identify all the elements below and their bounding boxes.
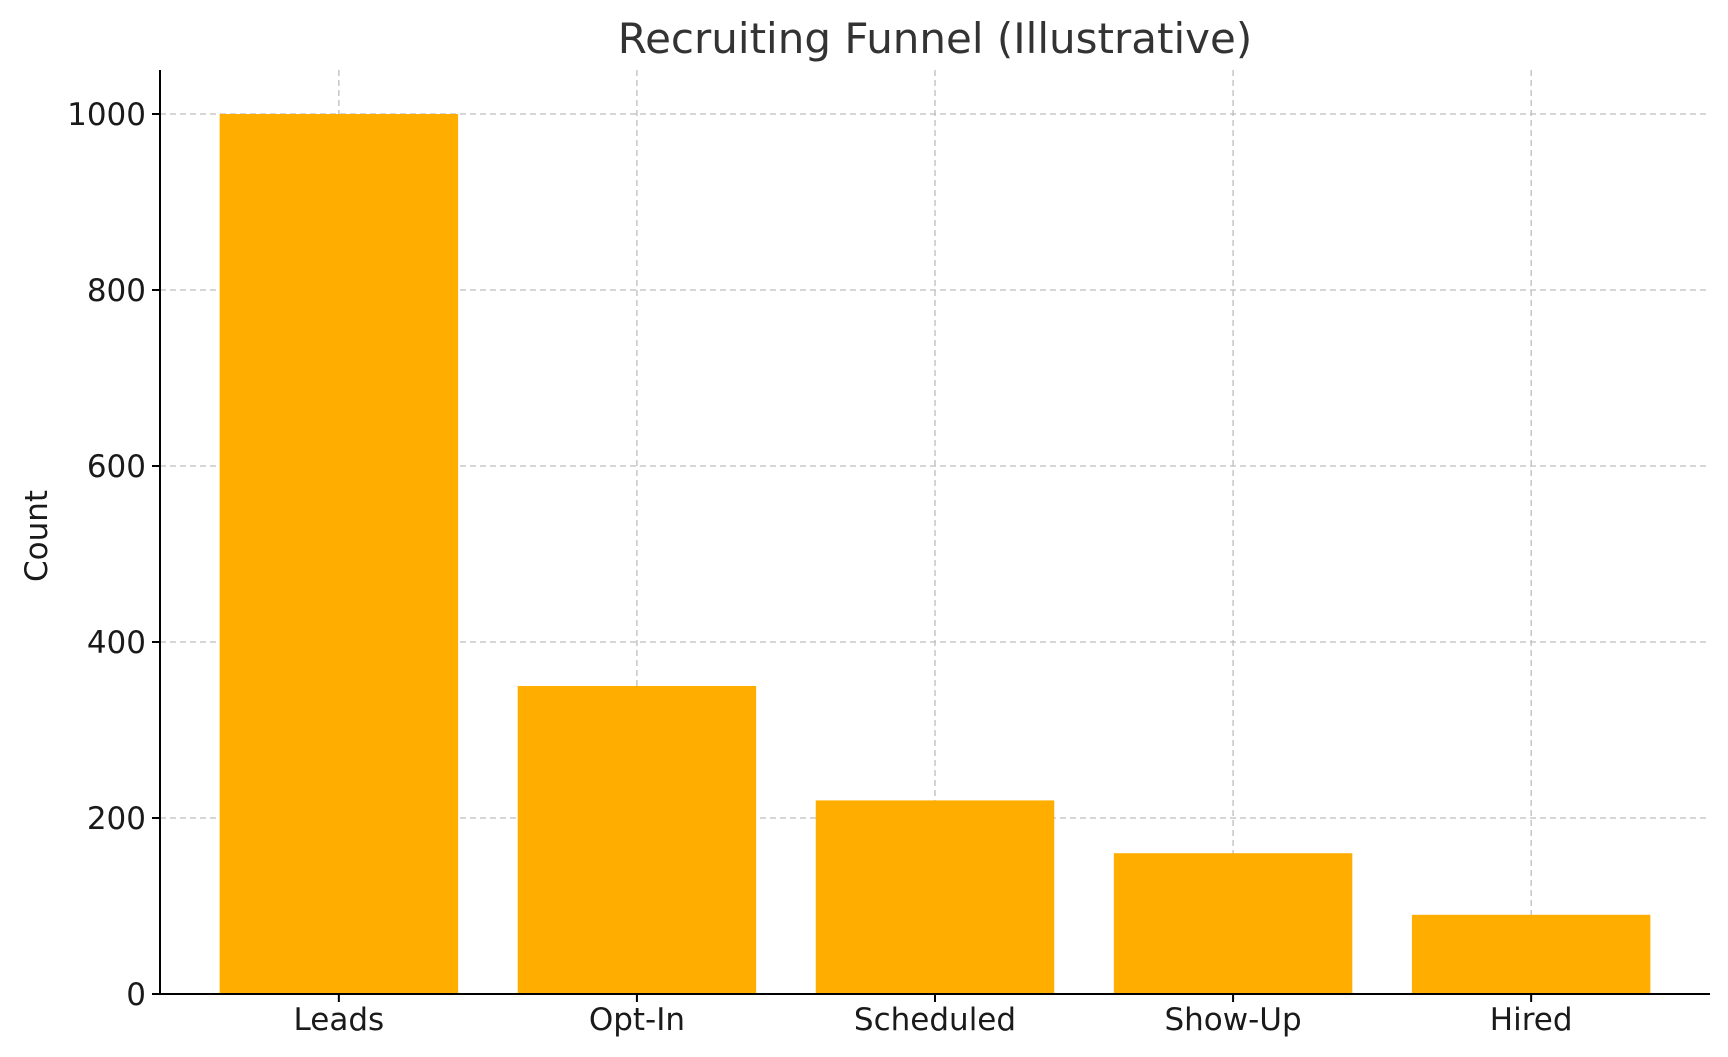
bar-leads bbox=[219, 114, 459, 994]
y-tick-label: 0 bbox=[126, 977, 146, 1013]
axes bbox=[152, 70, 1710, 1002]
bar-show-up bbox=[1113, 853, 1353, 994]
x-tick-label: Scheduled bbox=[854, 1002, 1016, 1038]
y-tick-label: 200 bbox=[87, 801, 146, 837]
y-tick-label: 800 bbox=[87, 273, 146, 309]
y-axis-label: Count bbox=[19, 490, 55, 582]
y-tick-label: 400 bbox=[87, 625, 146, 661]
bar-opt-in bbox=[517, 686, 757, 994]
x-tick-label: Show-Up bbox=[1164, 1002, 1301, 1038]
y-tick-label: 1000 bbox=[67, 97, 146, 133]
x-tick-label: Opt-In bbox=[589, 1002, 685, 1038]
x-tick-label: Leads bbox=[294, 1002, 385, 1038]
x-tick-label: Hired bbox=[1490, 1002, 1573, 1038]
y-tick-label: 600 bbox=[87, 449, 146, 485]
bar-scheduled bbox=[815, 800, 1055, 994]
chart-title: Recruiting Funnel (Illustrative) bbox=[618, 14, 1252, 63]
tick-labels: 0 200 400 600 800 1000 Leads Opt-In Scheduled Sho… bbox=[67, 97, 1572, 1038]
bars bbox=[219, 114, 1651, 994]
bar-hired bbox=[1411, 914, 1651, 994]
